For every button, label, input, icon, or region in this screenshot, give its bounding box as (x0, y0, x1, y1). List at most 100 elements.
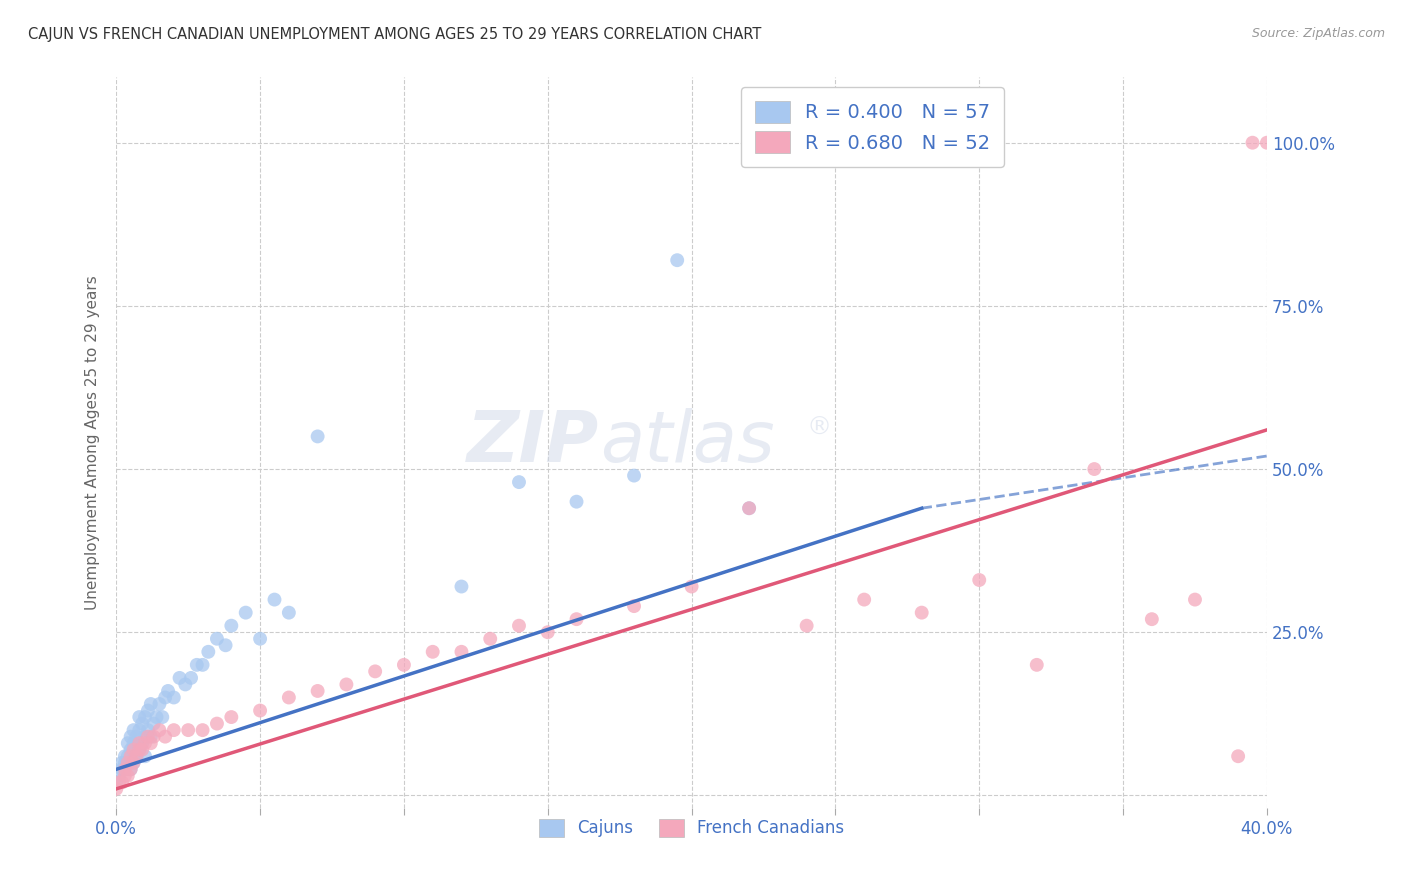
Point (142, 716, 165, 731)
Point (796, 618, 818, 632)
Point (623, 468, 645, 483)
Point (422, 645, 444, 659)
Point (221, 618, 243, 632)
Point (111, 775, 134, 789)
Point (128, 736, 150, 750)
Text: ZIP: ZIP (467, 409, 599, 477)
Point (120, 762, 142, 776)
Point (191, 723, 214, 738)
Point (153, 690, 176, 705)
Point (134, 730, 156, 744)
Point (221, 710, 243, 724)
Point (335, 677, 357, 691)
Point (191, 657, 214, 672)
Point (214, 638, 236, 652)
Point (263, 592, 285, 607)
Point (128, 710, 150, 724)
Point (131, 736, 153, 750)
Point (114, 749, 136, 764)
Point (197, 645, 219, 659)
Point (249, 704, 271, 718)
Point (150, 710, 173, 724)
Point (134, 736, 156, 750)
Point (479, 632, 502, 646)
Point (114, 762, 136, 776)
Point (114, 762, 136, 776)
Point (148, 723, 170, 738)
Point (134, 749, 156, 764)
Point (114, 756, 136, 770)
Point (153, 730, 176, 744)
Point (666, 253, 689, 268)
Point (131, 742, 153, 756)
Point (277, 606, 299, 620)
Point (738, 501, 761, 516)
Point (623, 599, 645, 613)
Point (136, 704, 159, 718)
Point (120, 730, 142, 744)
Point (111, 762, 134, 776)
Point (177, 723, 200, 738)
Point (120, 742, 142, 756)
Point (128, 742, 150, 756)
Point (169, 671, 191, 685)
Point (108, 769, 131, 783)
Point (205, 716, 228, 731)
Point (108, 775, 131, 789)
Point (122, 742, 145, 756)
Point (134, 710, 156, 724)
Point (139, 730, 162, 744)
Point (125, 730, 148, 744)
Point (1227, 749, 1250, 764)
Point (1184, 592, 1206, 607)
Point (120, 749, 142, 764)
Point (136, 723, 159, 738)
Text: CAJUN VS FRENCH CANADIAN UNEMPLOYMENT AMONG AGES 25 TO 29 YEARS CORRELATION CHAR: CAJUN VS FRENCH CANADIAN UNEMPLOYMENT AM… (28, 27, 762, 42)
Point (145, 710, 167, 724)
Point (565, 494, 588, 508)
Point (186, 657, 208, 672)
Point (853, 592, 876, 607)
Point (122, 756, 145, 770)
Point (235, 606, 257, 620)
Point (111, 756, 134, 770)
Legend: Cajuns, French Canadians: Cajuns, French Canadians (533, 812, 851, 844)
Y-axis label: Unemployment Among Ages 25 to 29 years: Unemployment Among Ages 25 to 29 years (86, 276, 100, 610)
Point (738, 501, 761, 516)
Point (1140, 612, 1163, 626)
Point (139, 736, 162, 750)
Point (139, 697, 162, 711)
Point (128, 723, 150, 738)
Point (120, 762, 142, 776)
Point (364, 665, 387, 679)
Point (122, 756, 145, 770)
Point (450, 645, 472, 659)
Point (117, 756, 139, 770)
Point (131, 716, 153, 731)
Point (307, 684, 329, 698)
Text: atlas: atlas (599, 409, 775, 477)
Point (163, 690, 186, 705)
Point (117, 736, 139, 750)
Point (148, 697, 170, 711)
Point (392, 657, 415, 672)
Point (105, 775, 128, 789)
Point (136, 730, 159, 744)
Point (125, 749, 148, 764)
Point (450, 580, 472, 594)
Point (911, 606, 934, 620)
Point (1256, 136, 1278, 150)
Point (105, 781, 128, 796)
Point (307, 429, 329, 443)
Point (128, 742, 150, 756)
Point (180, 671, 202, 685)
Point (174, 677, 197, 691)
Point (1025, 657, 1047, 672)
Text: Source: ZipAtlas.com: Source: ZipAtlas.com (1251, 27, 1385, 40)
Point (249, 632, 271, 646)
Point (967, 573, 990, 587)
Point (508, 475, 530, 489)
Point (122, 723, 145, 738)
Point (277, 690, 299, 705)
Point (163, 723, 186, 738)
